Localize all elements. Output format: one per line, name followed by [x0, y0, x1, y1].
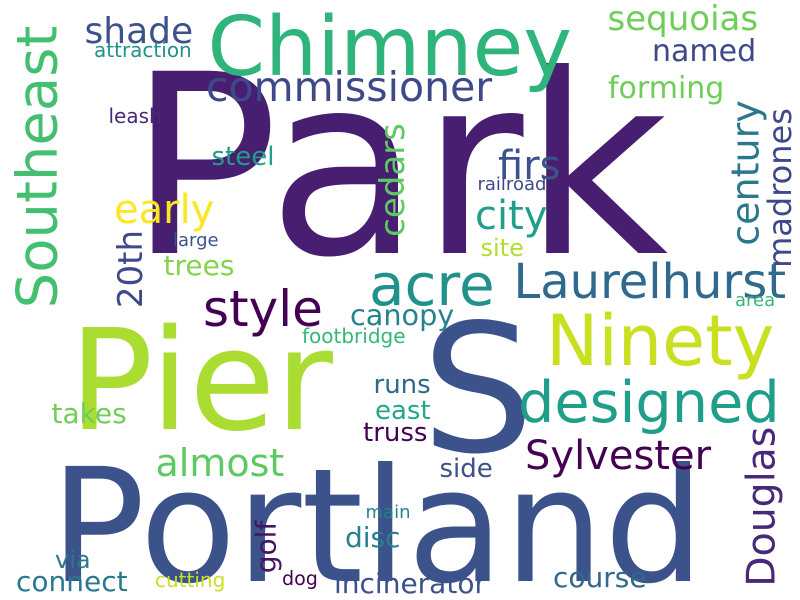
word-incinerator: incinerator: [334, 567, 486, 600]
word-footbridge: footbridge: [302, 324, 406, 348]
word-park: Park: [128, 21, 669, 312]
word-shade: shade: [84, 11, 194, 52]
word-canopy: canopy: [350, 297, 455, 332]
word-sequoias: sequoias: [607, 0, 759, 39]
word-runs: runs: [373, 370, 431, 400]
word-acre: acre: [369, 251, 495, 319]
word-firs: firs: [498, 143, 561, 189]
word-madrones: madrones: [760, 108, 799, 268]
word-designed: designed: [518, 368, 780, 436]
word-trees: trees: [163, 249, 235, 282]
word-course: course: [553, 561, 647, 594]
word-century: century: [723, 100, 768, 246]
word-side: side: [439, 454, 493, 484]
word-truss: truss: [363, 418, 428, 448]
word-connect: connect: [16, 565, 128, 598]
word-city: city: [475, 193, 548, 239]
word-ninety: Ninety: [546, 300, 775, 382]
word-main: main: [365, 502, 411, 523]
word-site: site: [480, 234, 524, 262]
word-pier: Pier: [69, 300, 333, 463]
word-via: via: [55, 546, 91, 574]
word-takes: takes: [51, 397, 127, 430]
word-attraction: attraction: [94, 38, 192, 62]
word-large: large: [173, 230, 219, 251]
word-early: early: [114, 187, 215, 233]
word-disc: disc: [345, 521, 401, 554]
word-almost: almost: [155, 441, 285, 485]
word-leash: leash: [108, 104, 162, 128]
word-named: named: [652, 34, 757, 69]
word-commissioner: commissioner: [206, 62, 493, 111]
word-laurelhurst: Laurelhurst: [513, 254, 787, 310]
word-steel: steel: [211, 142, 275, 172]
word-sylvester: Sylvester: [525, 433, 712, 479]
word-east: east: [375, 396, 431, 426]
word-area: area: [735, 290, 776, 311]
word-railroad: railroad: [477, 174, 547, 195]
word-cedars: cedars: [372, 123, 413, 237]
word-douglas: Douglas: [738, 426, 785, 587]
word-dog: dog: [282, 566, 318, 590]
word-golf: golf: [248, 520, 282, 574]
word-forming: forming: [608, 71, 725, 106]
word-portland: Portland: [50, 435, 705, 600]
word-chimney: Chimney: [207, 0, 573, 95]
word-southeast: Southeast: [4, 25, 70, 309]
word-20th: 20th: [111, 229, 152, 309]
word-style: style: [203, 280, 323, 338]
word-s: S: [421, 286, 535, 493]
word-cutting: cutting: [155, 568, 226, 592]
